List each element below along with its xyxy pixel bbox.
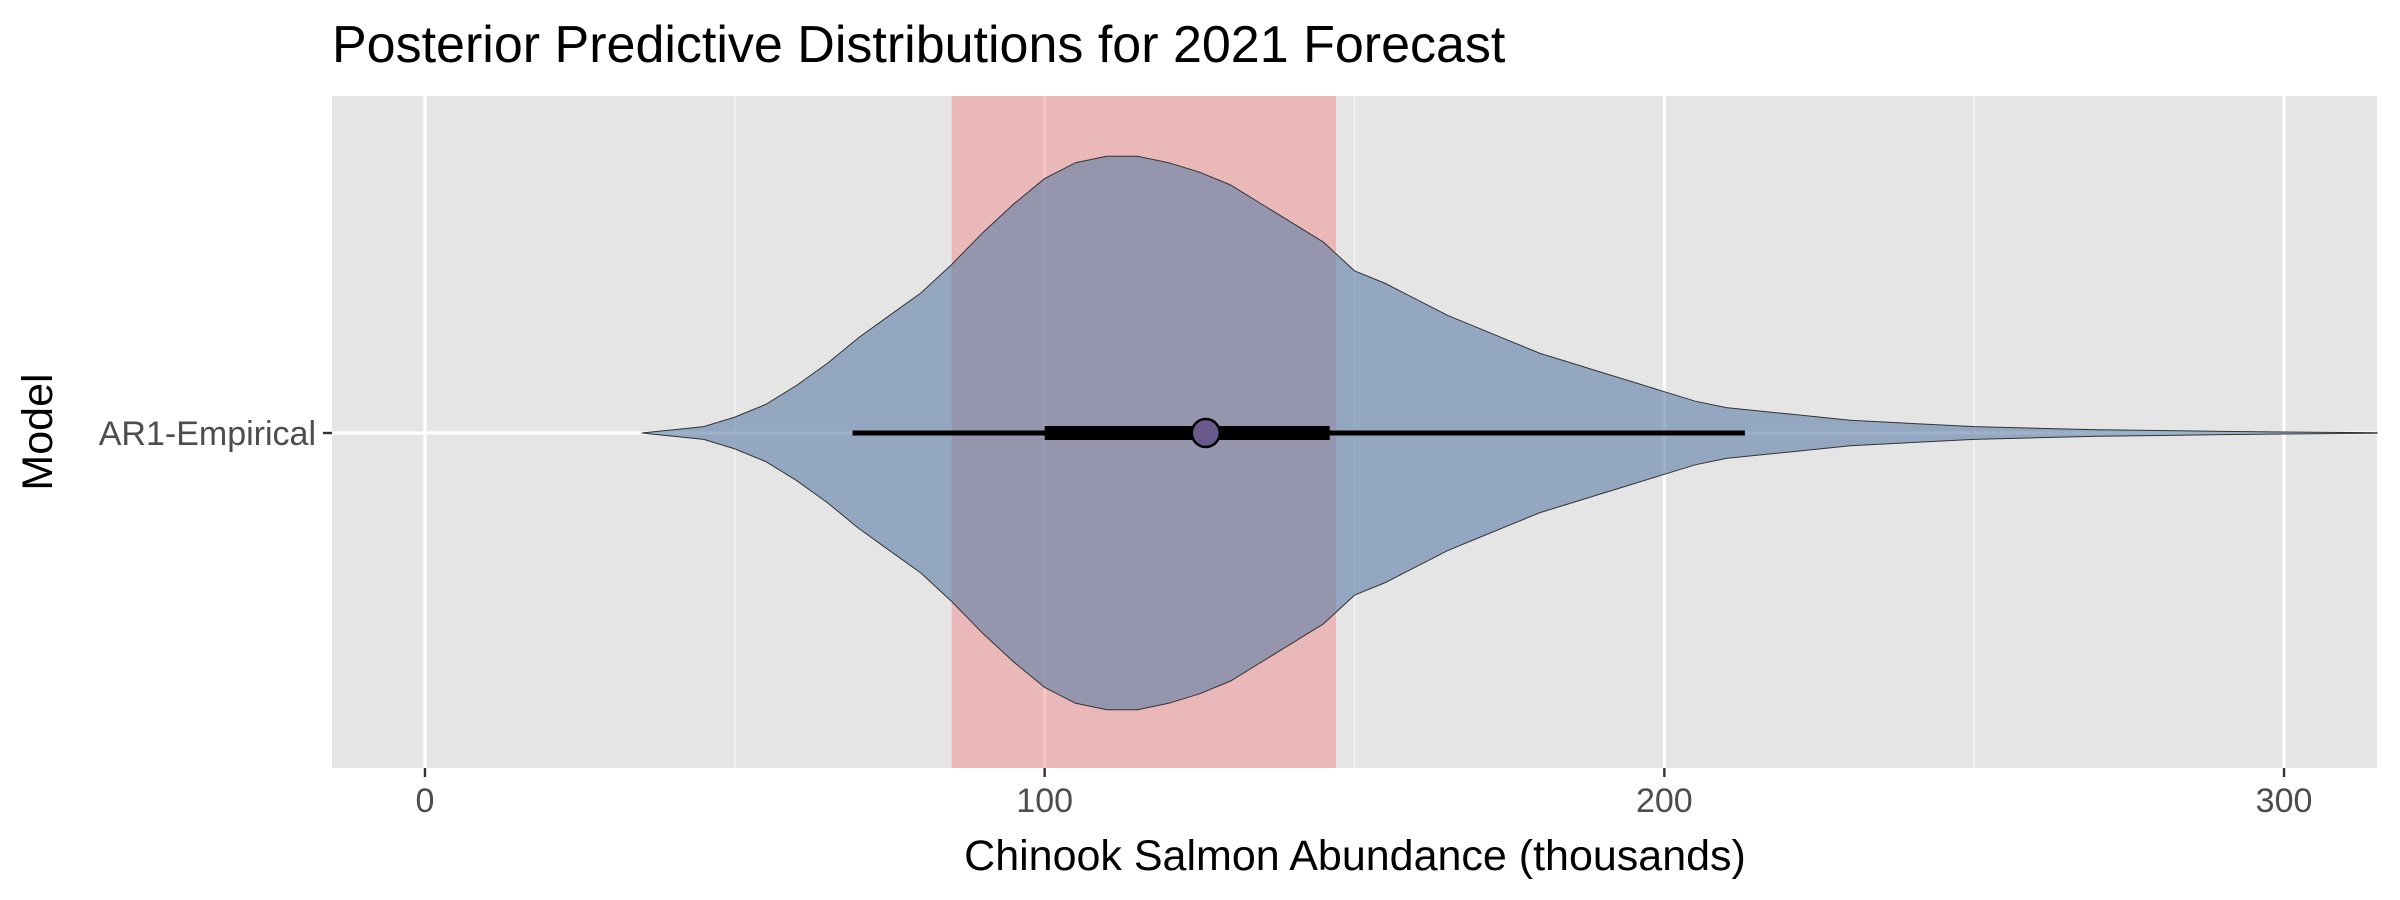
- axis-layer: 0 100 200 300 AR1-Empirical: [99, 415, 2313, 820]
- y-tick-label: AR1-Empirical: [99, 415, 316, 453]
- x-tick-label: 0: [415, 782, 434, 820]
- median-point: [1190, 417, 1222, 449]
- x-tick-label: 300: [2256, 782, 2313, 820]
- x-tick-label: 200: [1636, 782, 1693, 820]
- y-axis-title: Model: [14, 373, 62, 490]
- x-tick-label: 100: [1016, 782, 1073, 820]
- interval-layer: [852, 417, 1745, 449]
- chart-title: Posterior Predictive Distributions for 2…: [332, 16, 1506, 74]
- x-axis-title: Chinook Salmon Abundance (thousands): [964, 832, 1746, 880]
